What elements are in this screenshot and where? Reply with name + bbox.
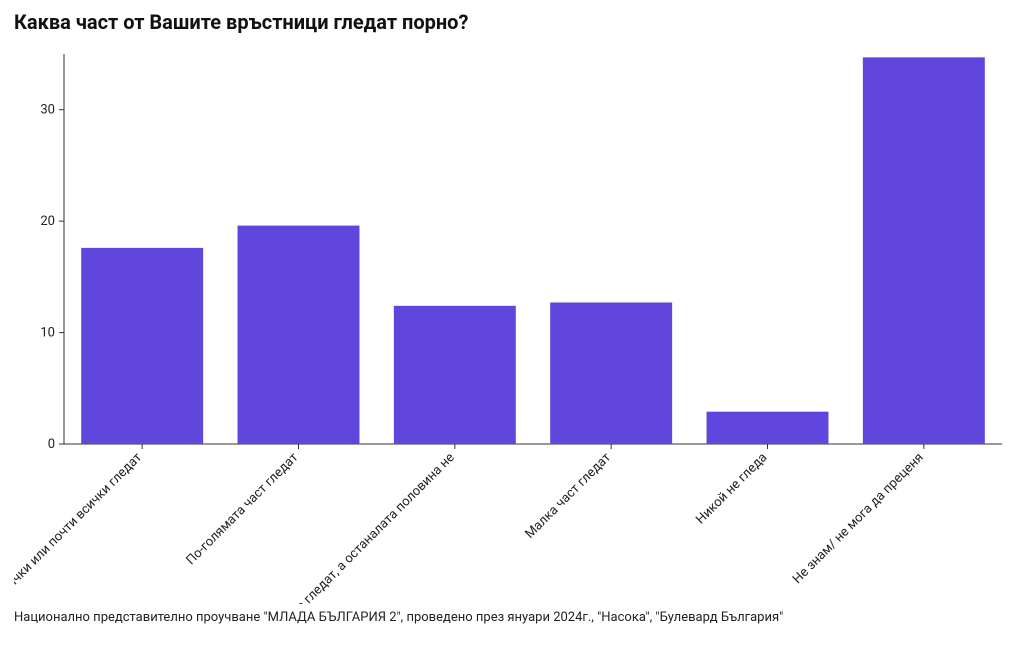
bar: [550, 302, 672, 444]
svg-text:30: 30: [40, 103, 55, 118]
x-axis-label: Не знам/ не мога да преценя: [790, 450, 927, 587]
chart-area: 0 10 20 30 Всички или почти всички гледат По-…: [14, 44, 1006, 604]
x-axis-label: По-голямата част гледат: [183, 450, 301, 568]
svg-text:20: 20: [40, 214, 55, 229]
svg-text:10: 10: [40, 326, 55, 341]
bar-chart-svg: 0 10 20 30 Всички или почти всички гледат По-…: [14, 44, 1006, 604]
x-axis-label: Всички или почти всички гледат: [14, 450, 145, 601]
chart-title: Каква част от Вашите връстници гледат по…: [14, 10, 1006, 34]
bar: [394, 306, 516, 444]
x-axis-label: Никой не гледа: [693, 450, 770, 527]
chart-footer: Национално представително проучване "МЛА…: [0, 604, 1020, 625]
bar: [81, 248, 203, 444]
bar: [707, 412, 829, 444]
bar: [238, 226, 360, 444]
x-axis-label: Малка част гледат: [523, 450, 614, 541]
bar: [863, 57, 985, 444]
svg-text:0: 0: [48, 437, 55, 452]
